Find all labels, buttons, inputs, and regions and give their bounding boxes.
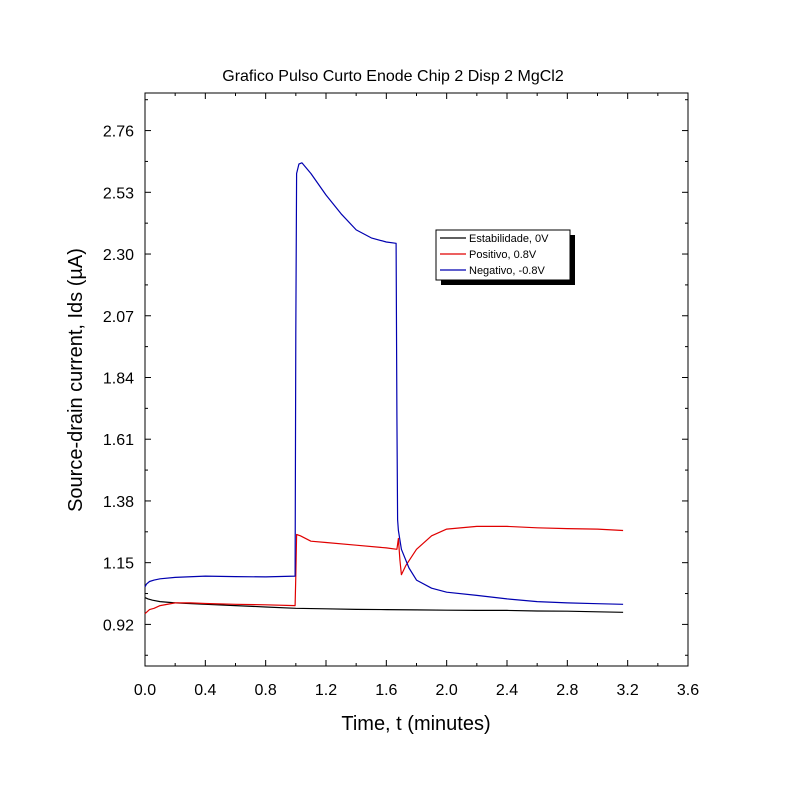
x-tick-label: 0.8 xyxy=(255,682,277,699)
series-line-positivo xyxy=(144,525,624,615)
x-tick-label: 2.0 xyxy=(436,682,458,699)
plot-area xyxy=(144,92,689,667)
x-tick-label: 0.0 xyxy=(134,682,156,699)
x-tick-label: 1.2 xyxy=(315,682,337,699)
series-line-negativo xyxy=(144,162,624,605)
y-tick-label: 1.84 xyxy=(103,370,134,387)
y-tick-label: 0.92 xyxy=(103,617,134,634)
series-group xyxy=(144,162,624,615)
y-tick-label: 2.76 xyxy=(103,124,134,141)
x-tick-label: 2.4 xyxy=(496,682,518,699)
x-axis-title: Time, t (minutes) xyxy=(341,713,490,735)
y-tick-label: 1.15 xyxy=(103,556,134,573)
legend-label: Positivo, 0.8V xyxy=(469,249,537,261)
y-axis-title: Source-drain current, Ids (µA) xyxy=(65,248,87,512)
y-tick-label: 1.38 xyxy=(103,494,134,511)
y-tick-label: 1.61 xyxy=(103,432,134,449)
series-line-estabilidade xyxy=(144,597,624,613)
x-tick-label: 3.2 xyxy=(617,682,639,699)
x-tick-label: 1.6 xyxy=(375,682,397,699)
legend-label: Negativo, -0.8V xyxy=(469,265,545,277)
x-tick-label: 3.6 xyxy=(677,682,699,699)
legend: Estabilidade, 0V Positivo, 0.8V Negativo, … xyxy=(435,229,575,285)
y-tick-label: 2.30 xyxy=(103,247,134,264)
x-tick-label: 2.8 xyxy=(556,682,578,699)
x-tick-label: 0.4 xyxy=(194,682,216,699)
chart-title: Grafico Pulso Curto Enode Chip 2 Disp 2 … xyxy=(222,68,564,85)
x-axis-ticks: 0.0 0.4 0.8 1.2 1.6 2.0 2.4 2.8 3.2 3.6 xyxy=(134,93,699,699)
y-tick-label: 2.07 xyxy=(103,309,134,326)
y-axis-ticks: 0.92 1.15 1.38 1.61 1.84 2.07 2.30 2.53 2.76 xyxy=(103,99,688,656)
legend-label: Estabilidade, 0V xyxy=(469,233,549,245)
y-tick-label: 2.53 xyxy=(103,185,134,202)
